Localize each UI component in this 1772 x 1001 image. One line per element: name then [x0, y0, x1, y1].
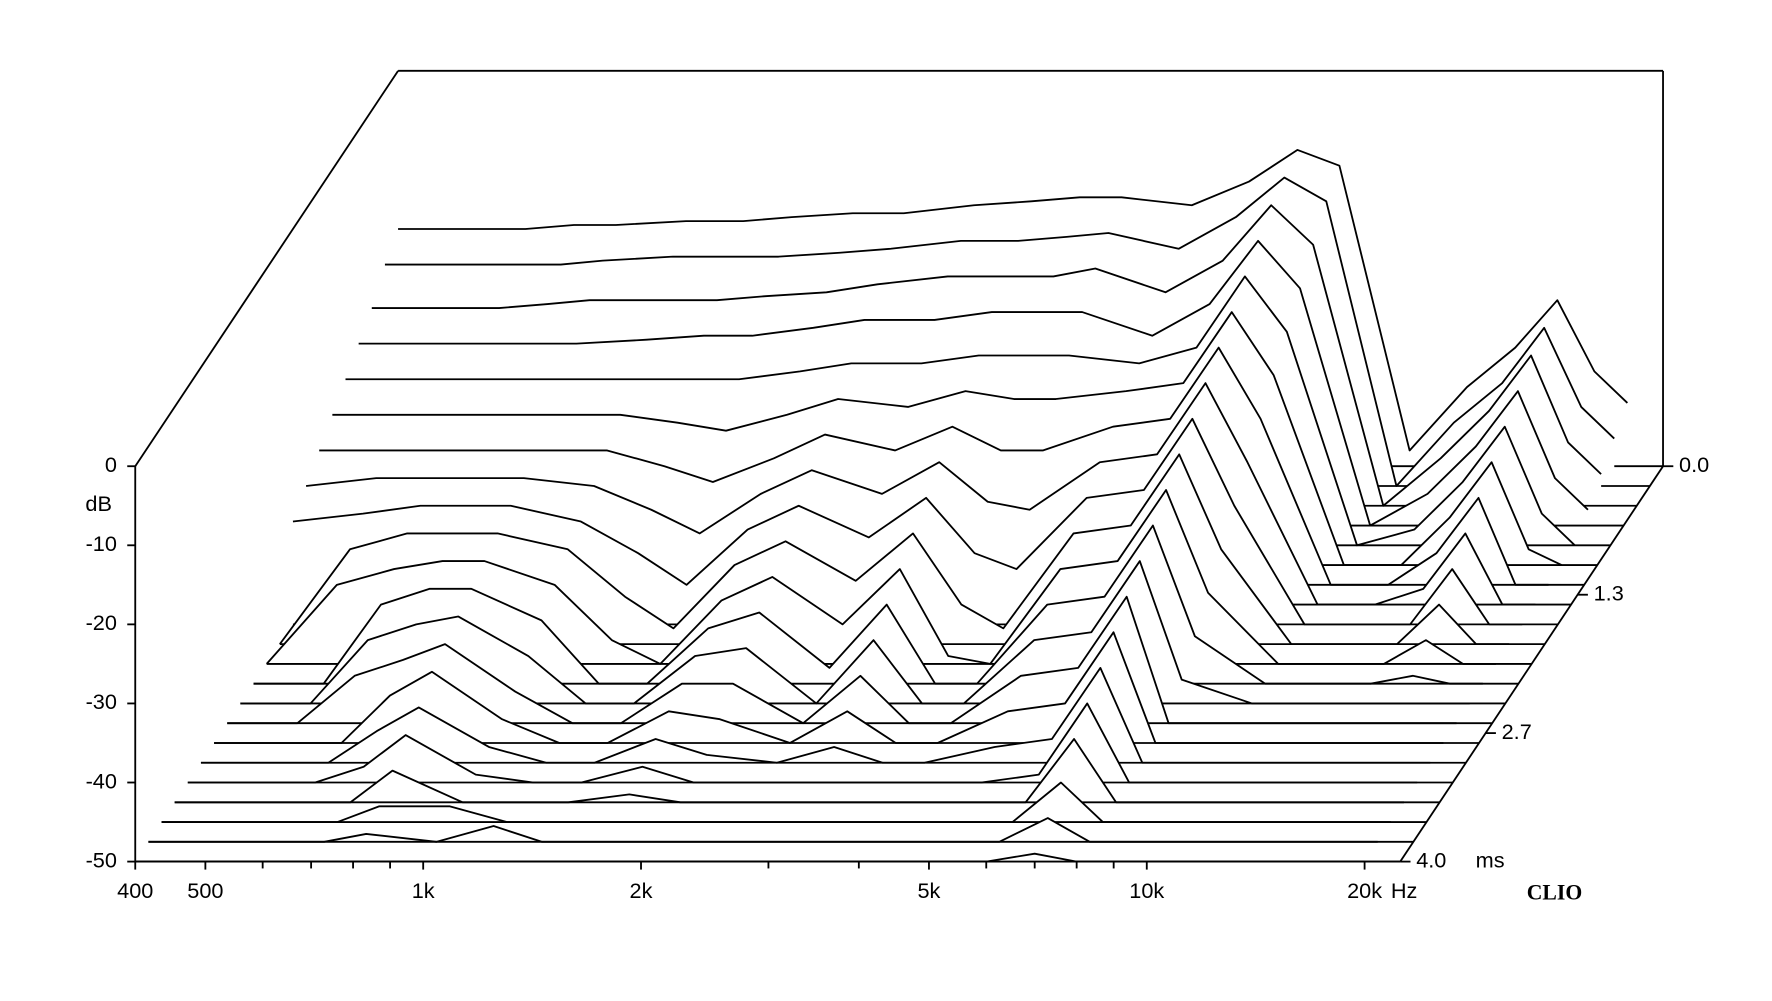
decay-slice	[148, 817, 1378, 843]
y-tick-label: -20	[86, 610, 117, 635]
decay-slice	[240, 560, 1470, 705]
z-tick-label: 2.7	[1502, 719, 1532, 744]
x-tick-label: 20k	[1347, 878, 1382, 903]
decay-slice	[345, 275, 1576, 547]
decay-slice	[174, 738, 1404, 804]
slice-fill	[227, 596, 1457, 724]
y-tick-label: -40	[86, 768, 117, 793]
decay-slice	[135, 852, 1365, 863]
slice-fill	[214, 632, 1444, 743]
decay-slice	[319, 346, 1549, 586]
decay-slice	[292, 417, 1523, 626]
decay-slice	[200, 666, 1431, 764]
x-tick-label: 5k	[917, 878, 940, 903]
decay-slice	[305, 382, 1536, 606]
decay-slice	[332, 311, 1563, 566]
z-unit: ms	[1476, 847, 1505, 872]
x-tick-label: 500	[187, 878, 223, 903]
slices	[135, 149, 1664, 863]
z-tick-label: 1.3	[1594, 580, 1624, 605]
slice-fill	[135, 853, 1365, 862]
z-tick-label: 4.0	[1416, 847, 1446, 872]
decay-slice	[384, 176, 1615, 487]
slice-fill	[148, 818, 1378, 842]
slice-fill	[187, 703, 1418, 783]
z-tick-label: 0.0	[1679, 452, 1709, 477]
x-tick-label: 1k	[412, 878, 435, 903]
decay-slice	[187, 702, 1418, 784]
box-edge	[134, 70, 399, 467]
y-axis-label: dB	[85, 491, 112, 516]
watermark: CLIO	[1527, 881, 1582, 905]
y-tick-label: 0	[105, 452, 117, 477]
slice-fill	[253, 525, 1483, 684]
decay-slice	[265, 489, 1496, 665]
y-tick-label: -10	[86, 531, 117, 556]
slice-fill	[200, 667, 1431, 763]
decay-slice	[227, 595, 1457, 725]
decay-slice	[358, 239, 1589, 527]
x-tick-label: 2k	[630, 878, 653, 903]
decay-slice	[371, 204, 1602, 507]
x-tick-label: 400	[117, 878, 153, 903]
slice-fill	[174, 739, 1405, 803]
decay-slice	[214, 631, 1444, 744]
y-tick-label: -30	[86, 689, 117, 714]
y-tick-label: -50	[86, 847, 117, 872]
decay-slice	[161, 781, 1391, 823]
decay-slice	[253, 524, 1483, 685]
x-tick-label: 10k	[1129, 878, 1164, 903]
decay-slice	[279, 453, 1510, 646]
slice-fill	[240, 561, 1470, 704]
x-unit: Hz	[1391, 878, 1418, 903]
decay-slice	[398, 149, 1629, 452]
